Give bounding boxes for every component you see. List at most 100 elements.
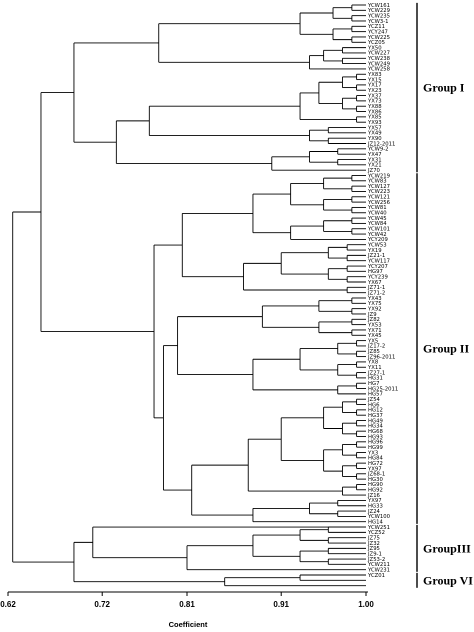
leaf-label: YCW53 xyxy=(367,243,387,249)
leaf-label: HG99 xyxy=(368,445,383,451)
leaf-label: JZ68-1 xyxy=(367,472,385,478)
leaf-label: YCW40 xyxy=(367,211,387,217)
x-tick-label: 0.62 xyxy=(0,600,16,609)
leaf-label: JZ53-2 xyxy=(367,557,385,563)
leaf-label: JZ32 xyxy=(367,541,380,547)
leaf-label: YX97 xyxy=(367,498,382,504)
leaf-label: YCW238 xyxy=(367,56,391,62)
leaf-label: JZ27-1 xyxy=(367,370,385,376)
leaf-label: YCW101 xyxy=(367,227,390,233)
leaf-label: YX21 xyxy=(367,163,382,169)
leaf-label: YCZ52 xyxy=(367,530,385,536)
leaf-label: YCW225 xyxy=(367,35,390,41)
leaf-label: HG68 xyxy=(368,429,383,435)
leaf-label: YCW117 xyxy=(367,259,390,265)
leaf-label: HG92 xyxy=(368,488,383,494)
x-axis xyxy=(7,591,368,596)
leaf-label: YCW161 xyxy=(367,3,390,9)
leaf-label: YX19 xyxy=(367,248,382,254)
leaf-label: YCW42 xyxy=(367,232,387,238)
leaf-label: YCW100 xyxy=(367,514,391,520)
leaf-label: YX93 xyxy=(367,120,382,126)
x-tick-label: 0.81 xyxy=(179,600,195,609)
leaf-label: HG84 xyxy=(368,456,383,462)
leaf-label: JZ96-2011 xyxy=(367,354,395,360)
leaf-label: YX85 xyxy=(367,115,382,121)
leaf-label: YCY239 xyxy=(367,274,388,280)
leaf-label: YCZ05 xyxy=(367,40,385,46)
leaf-label: YX90 xyxy=(367,136,382,142)
leaf-label: YX97 xyxy=(367,466,382,472)
leaf-label: YCY209 xyxy=(367,237,388,243)
group-label: Group VI xyxy=(423,573,473,587)
leaf-label: JZ82 xyxy=(367,317,380,323)
leaf-label: YCW45 xyxy=(367,216,387,222)
leaf-label: JZ9-1 xyxy=(367,551,382,557)
leaf-label: JZ21-1 xyxy=(367,253,385,259)
leaf-label: HG72 xyxy=(368,461,383,467)
leaf-label: HG90 xyxy=(368,482,383,488)
leaf-label: HG33 xyxy=(368,504,383,510)
leaf-label: YX5 xyxy=(367,338,378,344)
leaf-label: YX3 xyxy=(367,450,378,456)
leaf-label: HG34 xyxy=(368,424,383,430)
leaf-label: YX50 xyxy=(367,45,382,51)
leaf-label: YCW258 xyxy=(367,67,391,73)
leaf-label: JZ75 xyxy=(367,536,380,542)
group-brackets: Group I Group II GroupIII Group VI xyxy=(416,2,473,588)
leaf-label: YCW223 xyxy=(367,189,390,195)
leaf-label: YCW127 xyxy=(367,184,390,190)
leaf-label: YCW249 xyxy=(367,61,390,67)
leaf-label: YCW229 xyxy=(367,8,390,14)
leaf-label: YCW211 xyxy=(367,562,390,568)
leaf-label: YX47 xyxy=(367,152,382,158)
group-label: Group I xyxy=(423,81,465,95)
leaf-label: JZ71-1 xyxy=(367,285,385,291)
leaf-label: YX57 xyxy=(367,125,382,131)
tree-branches xyxy=(12,4,366,587)
leaf-label: YCW227 xyxy=(367,51,390,57)
leaf-label: JZ54 xyxy=(367,397,381,403)
leaf-label: YCW235 xyxy=(367,13,390,19)
leaf-label: JZ95 xyxy=(367,546,380,552)
leaf-label: HG49 xyxy=(368,418,383,424)
leaf-label: YX45 xyxy=(367,333,382,339)
leaf-label: JZ71-2 xyxy=(367,290,385,296)
leaf-label: YX8 xyxy=(367,360,379,366)
leaf-label: JZ17-2 xyxy=(367,344,385,350)
leaf-label: YX92 xyxy=(367,306,382,312)
leaf-label: HG97 xyxy=(368,269,383,275)
leaf-label: HG7 xyxy=(368,381,379,387)
leaf-label: YX73 xyxy=(367,99,382,105)
leaf-label: YX15 xyxy=(367,77,382,83)
x-tick-label: 1.00 xyxy=(358,600,374,609)
x-tick-label: 0.91 xyxy=(273,600,289,609)
x-axis-tick-labels: 0.62 0.72 0.81 0.91 1.00 xyxy=(0,600,374,609)
leaf-label: YX31 xyxy=(367,157,382,163)
leaf-label: YCW219 xyxy=(367,173,390,179)
leaf-label: YCW3-1 xyxy=(367,19,389,25)
x-axis-title: Coefficient xyxy=(169,620,208,629)
leaf-label: YCW9-2 xyxy=(367,147,389,153)
leaf-label: JZ24 xyxy=(367,509,381,515)
leaf-label: YX88 xyxy=(367,104,382,110)
leaf-label: JZ9 xyxy=(367,312,377,318)
x-tick-label: 0.72 xyxy=(94,600,110,609)
leaf-label: HG93 xyxy=(368,434,383,440)
leaf-label: YCY207 xyxy=(367,264,388,270)
leaf-label: YCW256 xyxy=(367,200,391,206)
leaf-label: YX53 xyxy=(367,322,382,328)
leaf-label: YX49 xyxy=(367,131,382,137)
leaf-label: YCW231 xyxy=(367,567,390,573)
leaf-label: YCW81 xyxy=(367,205,387,211)
leaf-label: YCW251 xyxy=(367,525,390,531)
leaf-label: YX86 xyxy=(367,109,382,115)
leaf-label: JZ12-2011 xyxy=(367,141,395,147)
group-label: Group II xyxy=(423,342,469,356)
leaf-label: JZ85 xyxy=(367,349,380,355)
leaf-label: YX43 xyxy=(367,296,382,302)
leaf-label: HG37 xyxy=(368,413,383,419)
leaf-label: YCZ11 xyxy=(367,24,385,30)
